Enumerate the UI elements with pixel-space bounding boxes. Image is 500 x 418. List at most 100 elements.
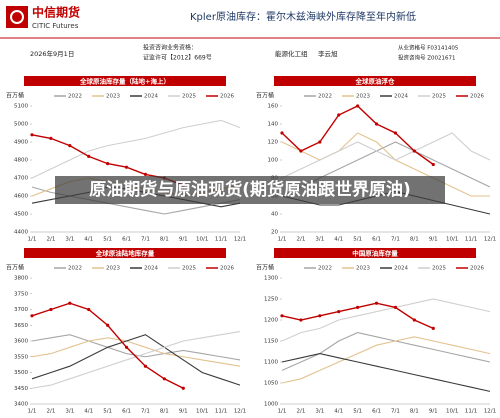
series-line — [281, 336, 491, 384]
legend-label: 2026 — [220, 266, 234, 272]
x-tick-label: 6/1 — [372, 237, 381, 243]
y-tick-label: 1050 — [264, 381, 278, 387]
x-tick-label: 3/1 — [65, 409, 74, 415]
legend-label: 2026 — [470, 266, 484, 272]
y-tick-label: 20 — [271, 230, 278, 236]
legend-label: 2024 — [144, 266, 158, 272]
x-tick-label: 1/1 — [28, 237, 37, 243]
y-tick-label: 140 — [268, 122, 279, 128]
x-tick-label: 8/1 — [410, 237, 419, 243]
x-tick-label: 10/1 — [196, 237, 208, 243]
x-tick-label: 12/1 — [234, 409, 246, 415]
unit-label: 百万桶 — [6, 264, 24, 272]
x-tick-label: 7/1 — [141, 409, 150, 415]
legend-label: 2023 — [356, 266, 370, 272]
series-marker — [280, 314, 284, 318]
legend-label: 2023 — [356, 94, 370, 100]
x-tick-label: 1/1 — [28, 409, 37, 415]
license: 投资咨询号 Z0021671 — [398, 54, 456, 62]
legend-label: 2022 — [318, 94, 332, 100]
analyst: 李云旭 — [318, 49, 338, 58]
x-tick-label: 7/1 — [391, 237, 400, 243]
date: 2026年9月1日 — [30, 49, 74, 58]
series-marker — [431, 326, 435, 330]
series-marker — [393, 131, 398, 135]
logo-en: CITIC Futures — [32, 22, 79, 30]
x-tick-label: 12/1 — [484, 237, 496, 243]
series-marker — [374, 301, 379, 305]
y-tick-label: 4900 — [14, 140, 28, 146]
y-tick-label: 3500 — [14, 370, 28, 376]
legend-label: 2022 — [318, 266, 332, 272]
legend-label: 2025 — [182, 266, 196, 272]
y-tick-label: 5100 — [14, 104, 28, 110]
x-tick-label: 9/1 — [179, 409, 188, 415]
legend-label: 2022 — [68, 266, 82, 272]
x-tick-label: 3/1 — [315, 237, 324, 243]
series-line — [281, 353, 491, 392]
chart-title-bar — [24, 76, 226, 86]
y-tick-label: 1000 — [264, 402, 278, 408]
series-line — [281, 298, 491, 342]
x-tick-label: 4/1 — [84, 237, 93, 243]
y-tick-label: 3550 — [14, 354, 28, 360]
x-tick-label: 9/1 — [179, 237, 188, 243]
x-tick-label: 10/1 — [196, 409, 208, 415]
series-marker — [124, 165, 129, 169]
x-tick-label: 6/1 — [372, 409, 381, 415]
logo-icon — [10, 10, 24, 24]
x-tick-label: 12/1 — [484, 409, 496, 415]
team: 能源化工组 — [275, 49, 308, 58]
y-tick-label: 3800 — [14, 276, 28, 282]
series-line — [281, 132, 491, 179]
series-line — [31, 302, 184, 389]
legend-label: 2023 — [106, 94, 120, 100]
series-marker — [356, 104, 360, 108]
series-marker — [356, 305, 360, 309]
series-marker — [337, 113, 341, 117]
x-tick-label: 11/1 — [215, 237, 227, 243]
series-marker — [318, 314, 322, 318]
series-marker — [162, 377, 166, 381]
x-tick-label: 5/1 — [103, 409, 112, 415]
y-tick-label: 4400 — [14, 230, 28, 236]
x-tick-label: 2/1 — [296, 237, 305, 243]
chart-title: 中国原油库存量 — [352, 249, 398, 258]
x-tick-label: 7/1 — [141, 237, 150, 243]
x-tick-label: 4/1 — [334, 409, 343, 415]
y-tick-label: 3650 — [14, 323, 28, 329]
x-tick-label: 1/1 — [278, 237, 287, 243]
qualification: 证监许可【2012】669号 — [143, 54, 212, 62]
series-marker — [87, 307, 91, 312]
series-marker — [280, 131, 284, 135]
x-tick-label: 5/1 — [103, 237, 112, 243]
qualification: 投资咨询业务资格： — [143, 44, 197, 52]
series-marker — [49, 307, 53, 312]
y-tick-label: 1200 — [264, 318, 278, 324]
unit-label: 百万桶 — [256, 92, 274, 100]
chart-title: 全球原油浮仓 — [355, 77, 396, 86]
series-marker — [143, 364, 148, 368]
chart-title: 全球原油库存量（陆地+海上） — [79, 77, 170, 86]
x-tick-label: 11/1 — [465, 237, 477, 243]
x-tick-label: 10/1 — [446, 409, 458, 415]
y-tick-label: 5000 — [14, 122, 28, 128]
series-marker — [143, 172, 148, 176]
y-tick-label: 1150 — [264, 339, 278, 345]
series-line — [31, 119, 241, 179]
x-tick-label: 9/1 — [429, 409, 438, 415]
legend-label: 2025 — [182, 94, 196, 100]
y-tick-label: 3400 — [14, 402, 28, 408]
x-tick-label: 4/1 — [334, 237, 343, 243]
legend-label: 2026 — [470, 94, 484, 100]
y-tick-label: 3600 — [14, 339, 28, 345]
license: 从业资格号 F03141405 — [398, 44, 459, 52]
series-line — [31, 331, 241, 389]
y-tick-label: 3750 — [14, 291, 28, 297]
x-tick-label: 4/1 — [84, 409, 93, 415]
overlay-title: 原油期货与原油现货(期货原油跟世界原油) — [55, 176, 445, 204]
series-marker — [412, 318, 416, 322]
series-marker — [393, 305, 398, 309]
